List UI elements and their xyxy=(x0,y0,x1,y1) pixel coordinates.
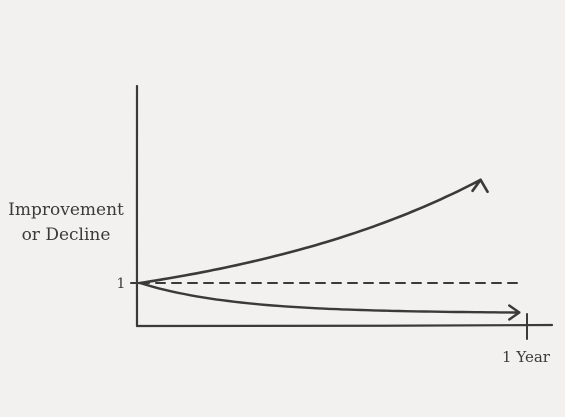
growth-arrowhead xyxy=(471,178,489,194)
series-growth-curve xyxy=(138,178,482,285)
y-axis-label-line-1: Improvement xyxy=(8,200,124,220)
y-tick-label: 1 xyxy=(117,276,126,292)
x-axis xyxy=(135,323,554,328)
series-decline-curve xyxy=(138,281,521,314)
x-tick-label: 1 Year xyxy=(502,348,551,366)
y-axis-label-line-2: or Decline xyxy=(22,225,111,245)
decline-arrowhead xyxy=(508,304,521,321)
